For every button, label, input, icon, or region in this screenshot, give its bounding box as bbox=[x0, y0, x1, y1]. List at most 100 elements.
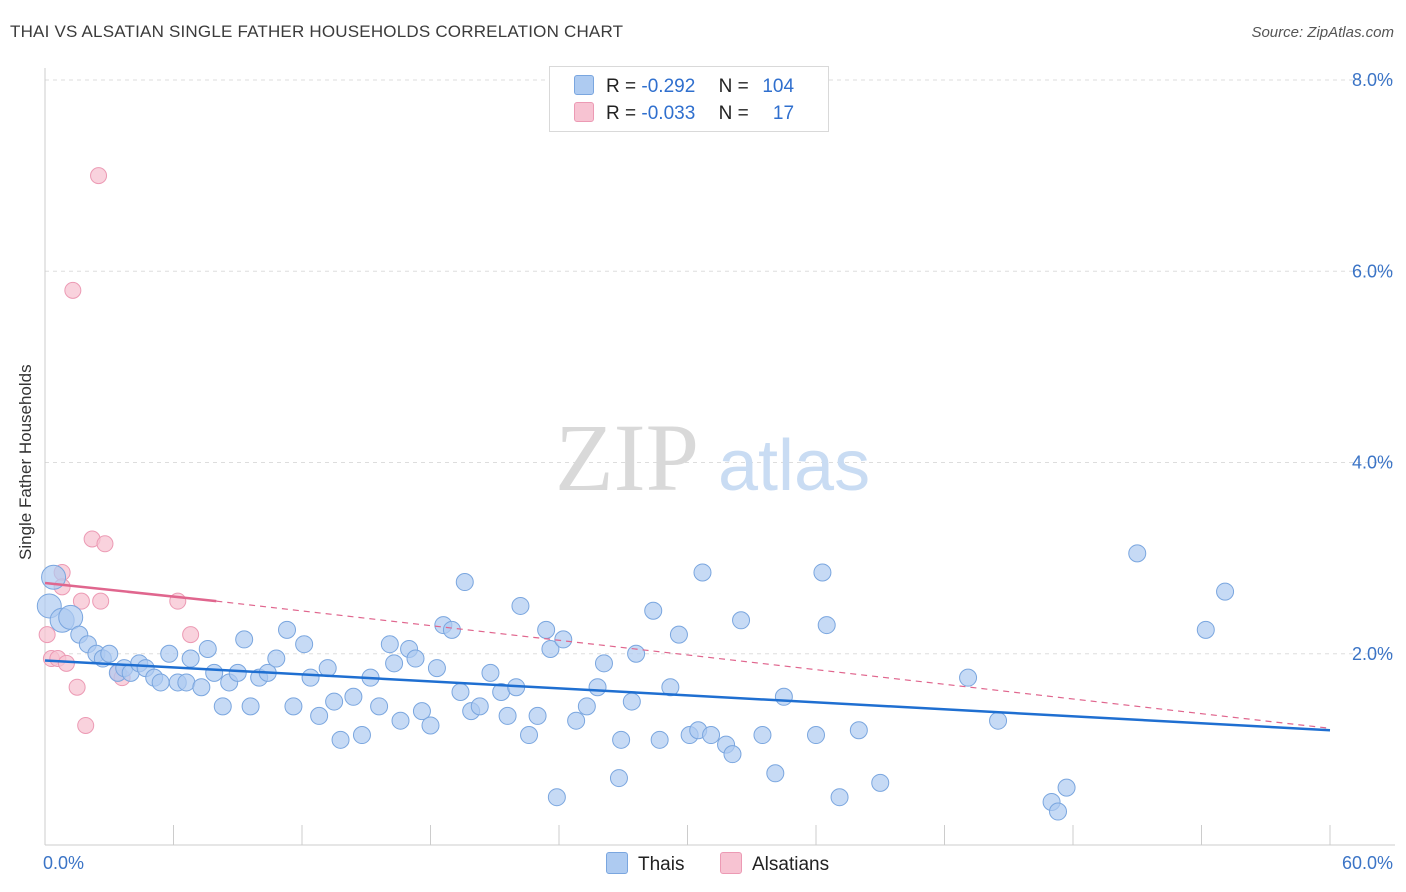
thais-point bbox=[609, 769, 628, 788]
thais-point bbox=[380, 635, 399, 654]
thais-point bbox=[192, 678, 211, 697]
thais-point bbox=[391, 711, 410, 730]
thais-point bbox=[278, 620, 297, 639]
thais-point bbox=[267, 649, 286, 668]
thais-point bbox=[160, 644, 179, 663]
thais-point bbox=[213, 697, 232, 716]
thais-r-value: -0.292 bbox=[641, 76, 696, 97]
legend-row-alsatians: R = -0.033 N = 17 bbox=[574, 102, 794, 128]
y-tick-label: 2.0% bbox=[1352, 644, 1393, 664]
grid-lines bbox=[45, 79, 1395, 655]
x-tick-label: 0.0% bbox=[43, 853, 84, 873]
legend-n-label: N = bbox=[718, 103, 749, 124]
thais-point bbox=[228, 663, 247, 682]
thais-point bbox=[554, 630, 573, 649]
thais-point bbox=[753, 726, 772, 745]
thais-point bbox=[537, 620, 556, 639]
alsatians-point bbox=[77, 716, 95, 734]
thais-point bbox=[151, 673, 170, 692]
thais-trendline bbox=[44, 659, 1331, 732]
y-tick-label: 4.0% bbox=[1352, 453, 1393, 473]
thais-n-value: 104 bbox=[762, 76, 795, 97]
thais-point bbox=[198, 639, 217, 658]
thais-point bbox=[295, 635, 314, 654]
thais-point bbox=[813, 563, 832, 582]
alsatians-point bbox=[57, 654, 75, 672]
thais-points bbox=[36, 544, 1235, 821]
thais-point bbox=[650, 730, 669, 749]
thais-point bbox=[370, 697, 389, 716]
legend-row-thais: R = -0.292 N = 104 bbox=[574, 75, 794, 101]
thais-point bbox=[421, 716, 440, 735]
thais-point bbox=[702, 726, 721, 745]
alsatians-point bbox=[64, 281, 82, 299]
thais-point bbox=[547, 788, 566, 807]
thais-point bbox=[766, 764, 785, 783]
thais-point bbox=[301, 668, 320, 687]
thais-point bbox=[406, 649, 425, 668]
alsatians-legend-label: Alsatians bbox=[752, 854, 830, 875]
thais-point bbox=[177, 673, 196, 692]
thais-point bbox=[577, 697, 596, 716]
thais-point bbox=[1196, 620, 1215, 639]
alsatians-point bbox=[38, 626, 56, 644]
thais-point bbox=[344, 687, 363, 706]
thais-point bbox=[669, 625, 688, 644]
thais-point bbox=[325, 692, 344, 711]
thais-point bbox=[817, 616, 836, 635]
thais-point bbox=[427, 659, 446, 678]
bottom-legend-alsatians[interactable]: Alsatians bbox=[720, 852, 829, 876]
y-tick-label: 8.0% bbox=[1352, 70, 1393, 90]
thais-point bbox=[481, 663, 500, 682]
thais-point bbox=[235, 630, 254, 649]
thais-point bbox=[1049, 802, 1068, 821]
thais-point bbox=[661, 678, 680, 697]
alsatians-swatch-icon bbox=[574, 102, 594, 122]
legend-r-label: R = bbox=[606, 76, 637, 97]
thais-point bbox=[849, 721, 868, 740]
thais-point bbox=[205, 663, 224, 682]
thais-point bbox=[498, 706, 517, 725]
legend-r-label: R = bbox=[606, 103, 637, 124]
thais-point bbox=[959, 668, 978, 687]
thais-point bbox=[284, 697, 303, 716]
thais-point bbox=[723, 745, 742, 764]
trendlines bbox=[44, 581, 1331, 732]
thais-point bbox=[541, 639, 560, 658]
source-label: Source: ZipAtlas.com bbox=[1251, 24, 1394, 41]
alsatians-swatch-icon bbox=[720, 852, 742, 874]
thais-point bbox=[622, 692, 641, 711]
watermark: ZIP atlas bbox=[555, 404, 870, 511]
alsatians-point bbox=[182, 626, 200, 644]
thais-point bbox=[807, 726, 825, 745]
bottom-legend-thais[interactable]: Thais bbox=[606, 852, 684, 876]
thais-point bbox=[385, 654, 404, 673]
thais-point bbox=[594, 654, 613, 673]
alsatians-n-value: 17 bbox=[772, 103, 795, 124]
thais-point bbox=[241, 697, 260, 716]
legend-n-label: N = bbox=[718, 76, 749, 97]
alsatians-point bbox=[92, 592, 110, 610]
thais-point bbox=[181, 649, 200, 668]
alsatians-point bbox=[72, 592, 90, 610]
alsatians-point bbox=[96, 535, 114, 553]
thais-swatch-icon bbox=[606, 852, 628, 874]
watermark-atlas: atlas bbox=[718, 426, 870, 506]
thais-point bbox=[588, 678, 607, 697]
alsatians-r-value: -0.033 bbox=[641, 103, 696, 124]
alsatians-point bbox=[90, 167, 108, 185]
thais-point bbox=[520, 726, 539, 745]
thais-point bbox=[871, 773, 890, 792]
thais-point bbox=[1057, 778, 1076, 797]
correlation-legend: R = -0.292 N = 104 R = -0.033 N = 17 bbox=[549, 66, 829, 132]
thais-swatch-icon bbox=[574, 75, 594, 95]
thais-point bbox=[612, 730, 631, 749]
thais-point bbox=[442, 620, 461, 639]
chart-title: THAI VS ALSATIAN SINGLE FATHER HOUSEHOLD… bbox=[10, 22, 624, 41]
x-tick-label: 60.0% bbox=[1342, 853, 1393, 873]
thais-point bbox=[470, 697, 489, 716]
thais-point bbox=[310, 706, 329, 725]
thais-point bbox=[100, 644, 119, 663]
thais-point bbox=[830, 788, 849, 807]
